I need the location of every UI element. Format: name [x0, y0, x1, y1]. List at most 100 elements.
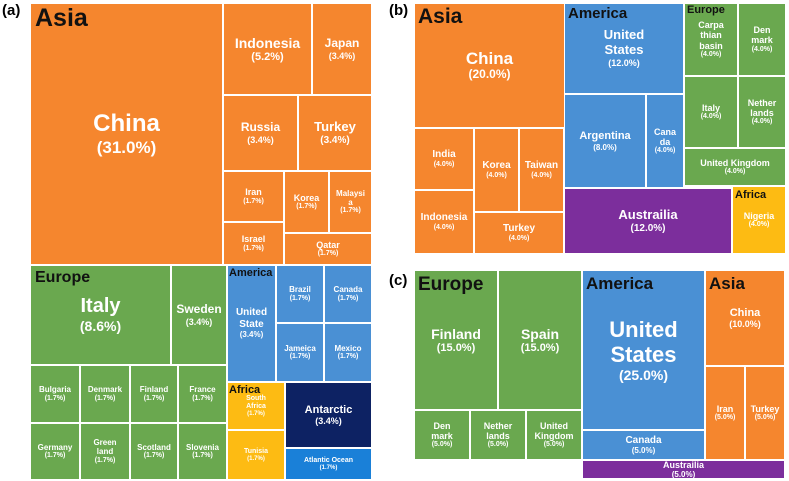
cell-value: (1.7%)	[247, 455, 265, 462]
group-label: Europe	[418, 274, 484, 295]
treemap-cell: Nether lands (4.0%)	[738, 76, 786, 148]
cell-name: Mexico	[334, 343, 362, 353]
treemap-cell: Den mark (5.0%)	[414, 410, 470, 460]
cell-name: China	[93, 110, 160, 138]
cell-value: (3.4%)	[320, 134, 350, 146]
treemap-cell: United States (25.0%)	[582, 270, 705, 430]
treemap-cell: France (1.7%)	[178, 365, 227, 423]
treemap-cell: Nigeria (4.0%)	[732, 186, 786, 254]
cell-name: China	[465, 48, 514, 68]
treemap-cell: Korea (4.0%)	[474, 128, 519, 212]
cell-value: (1.7%)	[337, 353, 359, 361]
cell-value: (1.7%)	[44, 452, 66, 460]
cell-name: Korea	[482, 160, 511, 172]
cell-name: India	[432, 149, 456, 161]
cell-value: (4.0%)	[700, 113, 722, 121]
treemap-cell: Den mark (4.0%)	[738, 3, 786, 76]
treemap-cell: Jameica (1.7%)	[276, 323, 324, 382]
cell-name: United States	[603, 27, 645, 58]
treemap-cell: United Kingdom (5.0%)	[526, 410, 582, 460]
cell-value: (1.7%)	[296, 203, 317, 211]
treemap-cell: Malaysi a (1.7%)	[329, 171, 372, 233]
treemap-cell: China (10.0%)	[705, 270, 785, 366]
treemap-cell: Austrailia (5.0%)	[582, 460, 785, 479]
cell-value: (5.0%)	[431, 441, 453, 449]
cell-name: Malaysi a	[336, 188, 365, 207]
cell-value: (1.7%)	[317, 250, 339, 258]
panel-label: (b)	[389, 2, 409, 19]
treemap-cell: China (31.0%)	[30, 3, 223, 265]
treemap-cell: Antarctic (3.4%)	[285, 382, 372, 448]
cell-name: Finland	[139, 385, 169, 395]
cell-name: Sweden	[176, 301, 222, 316]
cell-value: (31.0%)	[96, 138, 157, 158]
treemap-cell: Slovenia (1.7%)	[178, 423, 227, 480]
cell-value: (3.4%)	[328, 50, 356, 61]
treemap-cell: Iran (1.7%)	[223, 171, 284, 222]
cell-name: Den mark	[751, 25, 773, 46]
cell-name: Green land	[93, 438, 117, 457]
cell-name: Indonesia	[234, 34, 301, 51]
cell-value: (5.0%)	[543, 441, 565, 449]
treemap-cell: Canada (1.7%)	[324, 265, 372, 323]
cell-value: (1.7%)	[143, 394, 165, 402]
cell-value: (4.0%)	[486, 171, 507, 179]
cell-name: Argentina	[579, 130, 631, 143]
panel-label: (a)	[2, 2, 21, 19]
cell-value: (3.4%)	[239, 330, 264, 340]
cell-name: Denmark	[87, 385, 123, 395]
treemap-cell: China (20.0%)	[414, 3, 565, 128]
group-label: Europe	[35, 269, 91, 286]
treemap-cell: Finland (1.7%)	[130, 365, 178, 423]
treemap-cell: Bulgaria (1.7%)	[30, 365, 80, 423]
cell-value: (1.7%)	[192, 394, 213, 402]
cell-value: (1.7%)	[192, 452, 213, 460]
treemap-cell: Atlantic Ocean (1.7%)	[285, 448, 372, 480]
cell-name: France	[189, 385, 216, 395]
treemap-cell: Israel (1.7%)	[223, 222, 284, 265]
cell-value: (1.7%)	[289, 353, 311, 361]
cell-name: Korea	[293, 192, 320, 203]
cell-name: Brazil	[289, 285, 311, 295]
treemap-cell: Turkey (4.0%)	[474, 212, 564, 254]
treemap-cell: United State (3.4%)	[227, 265, 276, 382]
cell-name: Iran	[716, 403, 734, 414]
treemap-cell: Austrailia (12.0%)	[564, 188, 732, 254]
treemap-cell: Denmark (1.7%)	[80, 365, 130, 423]
cell-name: Japan	[324, 35, 360, 50]
cell-value: (15.0%)	[436, 341, 476, 354]
cell-name: Italy	[701, 102, 720, 113]
treemap-cell: Indonesia (4.0%)	[414, 190, 474, 254]
treemap-cell: India (4.0%)	[414, 128, 474, 190]
cell-name: Austrailia	[618, 206, 678, 222]
cell-name: Finland	[431, 325, 481, 342]
cell-name: Russia	[240, 119, 281, 134]
group-label: Africa	[229, 384, 261, 396]
cell-value: (20.0%)	[468, 67, 511, 82]
treemap-cell: Russia (3.4%)	[223, 95, 298, 171]
group-label: America	[568, 5, 628, 22]
cell-name: Slovenia	[186, 442, 219, 452]
cell-value: (1.7%)	[340, 207, 361, 215]
cell-name: China	[729, 306, 761, 319]
cell-name: Germany	[37, 442, 73, 452]
group-label: America	[586, 274, 654, 293]
cell-name: Spain	[520, 325, 560, 342]
treemap-cell: Taiwan (4.0%)	[519, 128, 564, 212]
cell-name: Qatar	[316, 239, 340, 250]
cell-value: (4.0%)	[748, 221, 770, 229]
treemap-cell: Turkey (3.4%)	[298, 95, 372, 171]
treemap-cell: Turkey (5.0%)	[745, 366, 785, 460]
cell-value: (5.0%)	[714, 414, 736, 422]
cell-name: Turkey	[502, 223, 536, 235]
cell-name: Turkey	[750, 403, 780, 414]
treemap-cell: United States (12.0%)	[564, 3, 684, 94]
cell-name: Bulgaria	[38, 385, 71, 395]
cell-value: (4.0%)	[751, 45, 773, 53]
cell-name: Nether lands	[483, 420, 513, 441]
treemap-cell: Canada (5.0%)	[582, 430, 705, 460]
treemap-cell: South Africa (1.7%)	[227, 382, 285, 430]
cell-value: (1.7%)	[94, 456, 116, 464]
cell-name: United Kingdom	[534, 420, 574, 441]
